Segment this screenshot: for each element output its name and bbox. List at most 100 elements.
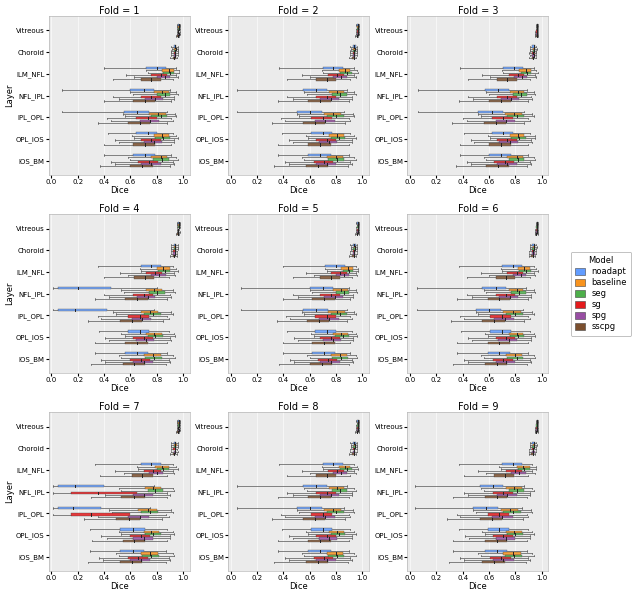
- Bar: [120, 320, 142, 322]
- Title: Fold = 7: Fold = 7: [99, 402, 140, 412]
- Title: Fold = 6: Fold = 6: [458, 204, 498, 214]
- Bar: [323, 67, 342, 69]
- Bar: [493, 535, 513, 537]
- Bar: [320, 337, 340, 339]
- Bar: [157, 76, 170, 78]
- Bar: [149, 291, 164, 294]
- Bar: [315, 330, 336, 333]
- Bar: [152, 115, 167, 117]
- Bar: [357, 231, 358, 233]
- Bar: [316, 163, 336, 165]
- Bar: [536, 35, 537, 37]
- Bar: [152, 274, 166, 276]
- Bar: [133, 494, 153, 496]
- Bar: [331, 137, 345, 139]
- Bar: [141, 78, 161, 81]
- Bar: [497, 139, 516, 141]
- Title: Fold = 5: Fold = 5: [278, 204, 319, 214]
- Bar: [145, 533, 161, 535]
- Bar: [331, 313, 346, 315]
- Bar: [340, 72, 352, 74]
- Bar: [326, 265, 345, 267]
- Bar: [328, 470, 344, 472]
- Bar: [357, 427, 358, 429]
- Bar: [353, 446, 356, 448]
- Bar: [516, 466, 530, 467]
- X-axis label: Dice: Dice: [289, 583, 308, 592]
- Bar: [504, 311, 520, 313]
- Bar: [178, 226, 179, 229]
- Bar: [331, 272, 346, 274]
- Bar: [133, 361, 153, 363]
- Bar: [532, 45, 535, 48]
- Bar: [307, 320, 330, 322]
- Bar: [125, 298, 148, 300]
- Bar: [495, 276, 515, 279]
- Bar: [537, 24, 538, 26]
- Bar: [353, 248, 356, 250]
- Bar: [342, 270, 353, 272]
- Bar: [141, 463, 161, 466]
- Bar: [312, 352, 335, 354]
- Bar: [312, 341, 335, 344]
- Bar: [141, 96, 161, 98]
- Bar: [327, 115, 344, 117]
- Bar: [311, 133, 332, 134]
- Bar: [495, 537, 515, 540]
- Bar: [146, 333, 162, 335]
- Bar: [128, 557, 148, 559]
- Bar: [500, 509, 518, 511]
- Bar: [339, 466, 351, 467]
- Bar: [177, 431, 179, 433]
- Bar: [504, 552, 520, 555]
- Bar: [511, 137, 526, 139]
- Bar: [513, 93, 527, 96]
- Bar: [174, 50, 177, 52]
- Bar: [358, 224, 359, 226]
- Bar: [173, 453, 175, 455]
- Bar: [353, 45, 356, 48]
- Bar: [536, 30, 538, 33]
- Bar: [486, 165, 509, 167]
- Bar: [178, 24, 179, 26]
- Bar: [339, 69, 351, 72]
- Bar: [532, 48, 535, 50]
- Bar: [488, 513, 509, 516]
- Bar: [311, 513, 332, 516]
- Bar: [142, 555, 159, 557]
- Bar: [308, 550, 331, 552]
- Bar: [58, 507, 102, 509]
- Bar: [141, 265, 161, 267]
- Bar: [490, 330, 511, 333]
- Bar: [492, 117, 513, 119]
- Bar: [353, 50, 356, 52]
- Bar: [476, 309, 500, 311]
- Bar: [311, 117, 332, 119]
- Y-axis label: Layer: Layer: [6, 480, 15, 503]
- Bar: [485, 363, 508, 365]
- Bar: [137, 296, 156, 298]
- Bar: [352, 57, 355, 59]
- Bar: [310, 363, 332, 365]
- Bar: [505, 113, 522, 115]
- Bar: [320, 294, 340, 296]
- Bar: [328, 74, 344, 76]
- Title: Fold = 3: Fold = 3: [458, 5, 498, 16]
- Bar: [356, 431, 358, 433]
- Bar: [173, 255, 175, 257]
- Bar: [162, 69, 174, 72]
- Bar: [131, 359, 150, 361]
- Bar: [536, 226, 538, 229]
- Bar: [480, 518, 502, 520]
- Bar: [333, 472, 346, 475]
- Bar: [510, 91, 525, 93]
- Bar: [138, 509, 157, 511]
- Bar: [178, 229, 179, 230]
- X-axis label: Dice: Dice: [468, 384, 487, 393]
- Bar: [131, 535, 150, 537]
- Bar: [332, 93, 346, 96]
- Bar: [483, 320, 505, 322]
- Bar: [145, 356, 162, 359]
- Bar: [154, 134, 168, 137]
- Bar: [327, 552, 342, 555]
